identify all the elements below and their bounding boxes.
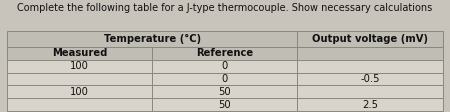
Text: 0: 0	[222, 74, 228, 84]
Text: 0: 0	[222, 61, 228, 71]
Bar	[152, 85, 297, 98]
Bar	[7, 73, 152, 85]
Bar	[297, 73, 443, 85]
Bar	[297, 47, 443, 60]
Bar	[152, 47, 297, 60]
Text: Reference: Reference	[196, 48, 253, 58]
Text: Temperature (°C): Temperature (°C)	[104, 34, 201, 44]
Bar	[152, 73, 297, 85]
Bar	[297, 98, 443, 111]
Text: 2.5: 2.5	[362, 100, 378, 110]
Text: 50: 50	[218, 87, 231, 97]
Bar	[152, 98, 297, 111]
Text: Measured: Measured	[52, 48, 107, 58]
Text: 100: 100	[70, 61, 89, 71]
Text: -0.5: -0.5	[360, 74, 380, 84]
Text: Complete the following table for a J-type thermocouple. Show necessary calculati: Complete the following table for a J-typ…	[18, 3, 432, 13]
Bar	[152, 60, 297, 73]
Text: Output voltage (mV): Output voltage (mV)	[312, 34, 428, 44]
Bar	[297, 31, 443, 47]
Bar	[7, 85, 152, 98]
Bar	[297, 60, 443, 73]
Text: 100: 100	[70, 87, 89, 97]
Bar	[297, 85, 443, 98]
Bar	[7, 31, 297, 47]
Bar	[7, 98, 152, 111]
Bar	[7, 60, 152, 73]
Text: 50: 50	[218, 100, 231, 110]
Bar	[7, 47, 152, 60]
